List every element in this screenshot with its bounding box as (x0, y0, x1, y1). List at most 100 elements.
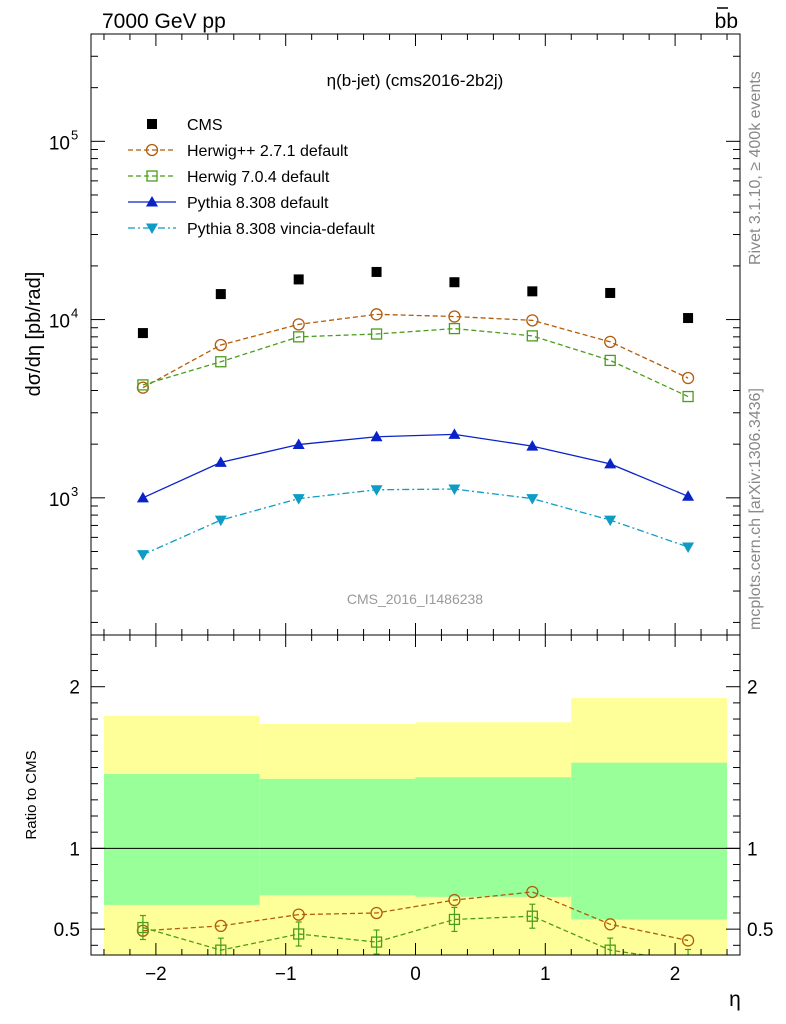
data-point (292, 318, 305, 331)
uncertainty-band-green (571, 762, 728, 920)
header-right: bb (715, 10, 738, 33)
ratio-point (292, 908, 305, 921)
data-point (293, 331, 305, 343)
data-point (526, 494, 539, 505)
x-axis-label: η (729, 988, 741, 1011)
data-point (215, 356, 227, 368)
data-point (604, 457, 617, 469)
ratio-point (681, 934, 695, 947)
data-point (604, 515, 617, 527)
data-point (370, 328, 383, 340)
legend-entry: Pythia 8.308 vincia-default (128, 221, 375, 238)
data-point (604, 335, 617, 348)
ratio-point (137, 921, 149, 934)
ratio-point (683, 956, 693, 966)
data-point (682, 490, 695, 501)
uncertainty-band-green (259, 778, 416, 896)
uncertainty-band-green (415, 777, 572, 897)
main-ylabel: dσ/dη [pb/rad] (23, 272, 45, 397)
data-point (526, 440, 539, 451)
data-point (136, 550, 149, 561)
y-tick-label-exponent: 5 (71, 127, 78, 142)
legend-label: Pythia 8.308 vincia-default (187, 221, 375, 238)
data-point (448, 484, 461, 496)
ratio-line-0 (142, 891, 689, 942)
x-tick-label: 0 (410, 964, 421, 985)
data-point (214, 515, 227, 527)
y-tick-label: 0.5 (54, 920, 80, 941)
ratio-ylabel: Ratio to CMS (23, 750, 40, 839)
data-point (370, 430, 383, 442)
ratio-panel: −2 −1 0 1 2 0.5 0.5 1 1 2 2 Ratio to CMS η (23, 634, 773, 1011)
series-2 (137, 322, 694, 403)
data-point (604, 354, 616, 367)
data-point (370, 485, 383, 496)
data-point (371, 266, 382, 277)
legend-marker (146, 170, 158, 182)
watermark: CMS_2016_I1486238 (347, 591, 483, 607)
data-point (214, 338, 227, 352)
data-point (448, 310, 461, 323)
data-point (370, 308, 383, 321)
series-line-4 (142, 488, 689, 556)
data-point (136, 491, 149, 503)
data-point (293, 274, 304, 285)
ratio-point (214, 919, 227, 933)
legend-marker (145, 143, 159, 157)
data-point (137, 328, 148, 339)
data-point (448, 428, 461, 439)
legend-marker (147, 119, 157, 129)
y-tick-label-right: 2 (747, 678, 758, 699)
main-title: η(b-jet) (cms2016-2b2j) (327, 71, 504, 90)
data-point (215, 289, 226, 300)
ratio-point (215, 944, 227, 955)
series-1 (136, 308, 695, 394)
y-tick-label: 10 (49, 490, 70, 511)
legend-label: Herwig 7.0.4 default (187, 169, 330, 186)
ratio-point (448, 893, 461, 907)
data-point (526, 330, 538, 342)
ratio-point (370, 936, 383, 948)
ratio-line-1 (142, 915, 649, 955)
ratio-point (604, 918, 617, 931)
side-label-top: Rivet 3.1.10, ≥ 400k events (747, 71, 764, 265)
series-0 (137, 266, 694, 339)
header-left: 7000 GeV pp (102, 10, 226, 33)
legend-entry: Pythia 8.308 default (128, 195, 329, 212)
series-line-3 (142, 433, 689, 499)
data-point (681, 371, 695, 385)
y-tick-label: 10 (49, 312, 70, 333)
y-tick-label: 1 (69, 839, 80, 860)
data-point (605, 287, 616, 298)
ratio-point (526, 910, 538, 922)
series-line-1 (142, 313, 689, 389)
data-point (214, 456, 227, 467)
data-point (683, 313, 694, 324)
data-point (292, 438, 305, 450)
ratio-point (370, 906, 383, 920)
legend-marker (146, 196, 158, 207)
legend-label: Herwig++ 2.7.1 default (187, 143, 349, 160)
y-tick-label: 2 (69, 678, 80, 699)
y-tick-label-exponent: 4 (71, 306, 78, 321)
data-point (682, 542, 695, 553)
ratio-point (604, 944, 616, 955)
legend-label: CMS (187, 117, 223, 134)
uncertainty-band-green (103, 773, 260, 905)
legend-entry: CMS (147, 117, 223, 134)
ratio-point (293, 928, 305, 940)
legend: CMS Herwig++ 2.7.1 default Herwig 7.0.4 de… (128, 117, 375, 238)
data-point (527, 286, 538, 297)
legend-entry: Herwig++ 2.7.1 default (128, 143, 349, 160)
legend-label: Pythia 8.308 default (187, 195, 329, 212)
data-point (292, 494, 305, 505)
x-tick-label: −2 (145, 964, 167, 985)
ratio-point (448, 913, 461, 926)
x-tick-label: 2 (670, 964, 681, 985)
x-tick-label: 1 (540, 964, 551, 985)
data-point (137, 379, 149, 391)
series-line-2 (142, 327, 689, 398)
legend-marker (146, 223, 158, 234)
data-point (448, 322, 461, 335)
ratio-series-1 (137, 903, 693, 966)
